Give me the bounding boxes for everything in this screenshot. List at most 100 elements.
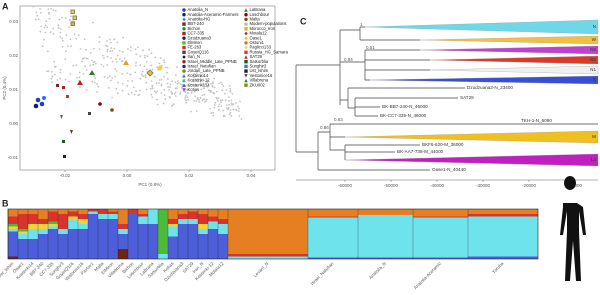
legend-marker: [182, 78, 186, 83]
admixture-segment: [148, 209, 158, 224]
clade-triangle: [429, 65, 599, 75]
modern-point: [217, 105, 220, 108]
modern-point: [164, 66, 167, 69]
tip-label: BKF6-620-M_36000: [422, 142, 464, 147]
modern-point: [36, 14, 38, 17]
modern-point: [59, 71, 62, 74]
admixture-segment: [8, 226, 18, 229]
modern-point: [68, 19, 71, 22]
modern-point: [43, 26, 46, 29]
modern-point: [37, 18, 40, 21]
modern-point: [222, 109, 225, 112]
modern-point: [213, 77, 216, 80]
legend-marker: [244, 78, 248, 83]
legend-marker: [182, 55, 186, 59]
admixture-segment: [158, 254, 168, 259]
modern-point: [135, 53, 138, 56]
tip-label: BK-AA7-738-M_44000: [397, 149, 444, 154]
modern-point: [58, 18, 61, 21]
admixture-segment: [128, 209, 138, 214]
admixture-segment: [58, 209, 68, 214]
modern-point: [145, 88, 148, 91]
clade-triangle: [419, 35, 599, 45]
modern-point: [149, 87, 152, 90]
modern-point: [218, 82, 221, 85]
admixture-segment: [38, 234, 48, 259]
modern-point: [69, 73, 72, 75]
legend-marker: [182, 88, 186, 92]
modern-point: [160, 83, 163, 86]
admixture-segment: [68, 209, 78, 212]
admixture-segment: [38, 224, 48, 229]
modern-point: [49, 31, 52, 34]
modern-point: [53, 60, 56, 63]
modern-point: [186, 88, 189, 91]
modern-point: [206, 85, 209, 88]
modern-point: [91, 80, 94, 83]
modern-point: [110, 79, 112, 82]
modern-point: [72, 64, 75, 67]
legend-label: Anatolia-HG: [188, 17, 211, 22]
admixture-segment: [8, 229, 18, 232]
modern-point: [235, 102, 237, 104]
admixture-segment: [58, 229, 68, 234]
x-axis-label: PC1 (0.8%): [138, 182, 162, 187]
modern-point: [162, 102, 165, 105]
modern-point: [215, 90, 218, 93]
modern-point: [192, 80, 194, 83]
modern-point: [199, 97, 202, 99]
modern-point: [119, 58, 121, 60]
modern-point: [78, 76, 81, 79]
modern-point: [126, 72, 129, 75]
modern-point: [64, 17, 67, 20]
admixture-segment: [118, 209, 128, 224]
modern-point: [187, 98, 190, 101]
modern-point: [213, 104, 216, 106]
modern-point: [39, 11, 42, 14]
modern-point: [134, 48, 137, 51]
admixture-segment: [358, 209, 413, 215]
modern-point: [121, 83, 124, 85]
modern-point: [134, 71, 137, 74]
modern-point: [69, 38, 72, 40]
modern-point: [215, 96, 218, 99]
modern-point: [227, 106, 230, 109]
modern-point: [68, 26, 70, 28]
modern-point: [32, 5, 35, 8]
modern-point: [40, 25, 43, 28]
modern-point: [230, 99, 233, 102]
legend-label: Modern-populations: [250, 21, 287, 26]
modern-point: [196, 96, 199, 99]
modern-point: [93, 47, 95, 50]
modern-point: [143, 65, 146, 68]
admixture-segment: [8, 256, 18, 259]
modern-point: [153, 75, 156, 78]
modern-point: [235, 109, 238, 112]
modern-point: [142, 75, 145, 77]
legend-label: Vestonice16: [250, 73, 273, 78]
clade-label: N: [593, 24, 596, 29]
admixture-segment: [118, 249, 128, 259]
modern-point: [225, 89, 228, 91]
support-value: 0.63: [334, 117, 343, 122]
modern-point: [118, 49, 121, 52]
modern-point: [193, 73, 195, 75]
legend-label: ElMiron: [188, 40, 203, 45]
modern-point: [86, 57, 89, 60]
admixture-segment: [38, 209, 48, 219]
modern-point: [105, 44, 107, 47]
modern-point: [201, 94, 204, 97]
modern-point: [159, 57, 162, 60]
admixture-segment: [108, 214, 118, 219]
modern-point: [153, 90, 156, 93]
modern-point: [93, 60, 96, 63]
modern-point: [223, 92, 226, 95]
admixture-segment: [78, 219, 88, 224]
legend-marker: [244, 60, 248, 64]
y-tick-label: 0.02: [9, 53, 18, 58]
admixture-segment: [68, 229, 78, 259]
modern-point: [168, 95, 171, 98]
admixture-segment: [468, 256, 538, 259]
modern-point: [203, 85, 206, 88]
admixture-segment: [188, 211, 198, 219]
